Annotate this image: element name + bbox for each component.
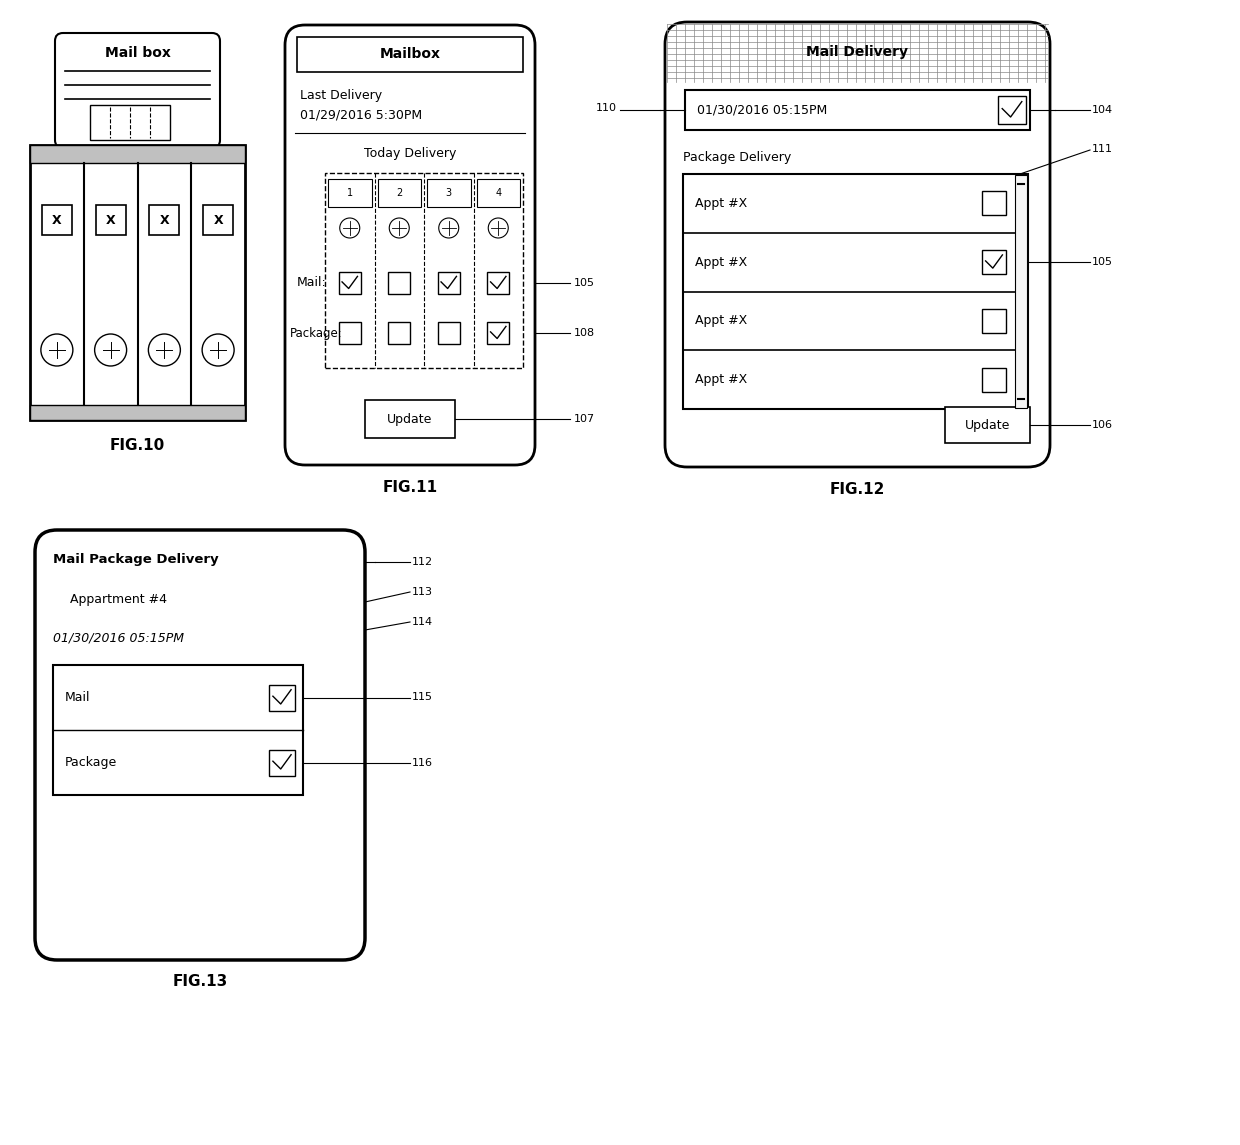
Bar <box>95 205 125 235</box>
Text: X: X <box>160 213 169 227</box>
Bar <box>487 322 510 343</box>
FancyBboxPatch shape <box>35 530 365 960</box>
Text: FIG.12: FIG.12 <box>830 482 885 497</box>
Bar <box>476 179 520 207</box>
Text: 112: 112 <box>412 556 433 567</box>
Text: 116: 116 <box>412 758 433 767</box>
Text: 111: 111 <box>1092 144 1114 153</box>
Bar <box>438 322 460 343</box>
Bar <box>998 96 1025 124</box>
Text: Package:: Package: <box>290 326 342 340</box>
Bar <box>945 406 1030 443</box>
Text: X: X <box>105 213 115 227</box>
Bar <box>42 205 72 235</box>
Bar <box>203 205 233 235</box>
Text: 3: 3 <box>445 188 451 198</box>
Bar <box>982 368 1006 392</box>
Bar <box>30 145 246 163</box>
Text: 01/30/2016 05:15PM: 01/30/2016 05:15PM <box>697 103 827 117</box>
Text: 104: 104 <box>1092 105 1114 115</box>
Text: FIG.13: FIG.13 <box>172 974 228 989</box>
Text: FIG.11: FIG.11 <box>382 480 438 495</box>
Text: Appt #X: Appt #X <box>694 197 748 210</box>
Text: Update: Update <box>965 419 1011 432</box>
Text: 108: 108 <box>574 327 595 338</box>
Text: X: X <box>213 213 223 227</box>
Text: 107: 107 <box>574 414 595 424</box>
Bar <box>149 205 180 235</box>
Bar <box>298 37 523 72</box>
Bar <box>91 105 170 140</box>
Bar <box>388 322 410 343</box>
Text: Mail box: Mail box <box>104 46 170 60</box>
Bar <box>982 250 1006 274</box>
Text: 105: 105 <box>1092 258 1114 267</box>
Text: Appt #X: Appt #X <box>694 373 748 386</box>
Bar <box>339 273 361 294</box>
Text: Last Delivery: Last Delivery <box>300 88 382 102</box>
Bar <box>30 405 246 420</box>
Bar <box>325 173 523 368</box>
Text: 4: 4 <box>495 188 501 198</box>
Bar <box>269 750 295 775</box>
Text: Update: Update <box>387 412 433 426</box>
Text: Package Delivery: Package Delivery <box>683 150 791 164</box>
Bar <box>1016 175 1027 408</box>
Bar <box>53 665 303 795</box>
Text: 105: 105 <box>574 278 595 289</box>
Text: Appartment #4: Appartment #4 <box>69 593 167 607</box>
Bar <box>982 309 1006 333</box>
Text: 110: 110 <box>596 103 618 113</box>
Text: 106: 106 <box>1092 420 1114 431</box>
Text: Mail: Mail <box>64 690 91 704</box>
Bar <box>365 400 455 439</box>
Bar <box>377 179 422 207</box>
Text: FIG.10: FIG.10 <box>110 437 165 452</box>
FancyBboxPatch shape <box>665 22 1050 467</box>
Text: 114: 114 <box>412 617 433 627</box>
Bar <box>982 191 1006 215</box>
Text: 113: 113 <box>412 587 433 597</box>
Text: 1: 1 <box>347 188 353 198</box>
Text: Mail:: Mail: <box>298 276 327 290</box>
FancyBboxPatch shape <box>285 25 534 465</box>
Text: 2: 2 <box>396 188 402 198</box>
Text: 115: 115 <box>412 693 433 703</box>
FancyBboxPatch shape <box>55 33 219 148</box>
Bar <box>30 145 246 420</box>
Text: 01/30/2016 05:15PM: 01/30/2016 05:15PM <box>53 632 184 645</box>
Text: Appt #X: Appt #X <box>694 315 748 327</box>
Bar <box>329 179 372 207</box>
Text: Mailbox: Mailbox <box>379 47 440 62</box>
Text: Mail Delivery: Mail Delivery <box>806 45 909 60</box>
Bar <box>269 685 295 711</box>
Text: 01/29/2016 5:30PM: 01/29/2016 5:30PM <box>300 109 422 121</box>
Text: X: X <box>52 213 62 227</box>
Text: Package: Package <box>64 756 118 769</box>
Text: Today Delivery: Today Delivery <box>363 147 456 159</box>
Text: Appt #X: Appt #X <box>694 255 748 269</box>
Bar <box>388 273 410 294</box>
Bar <box>438 273 460 294</box>
Bar <box>684 90 1030 131</box>
Text: Mail Package Delivery: Mail Package Delivery <box>53 553 218 567</box>
Bar <box>427 179 470 207</box>
Bar <box>487 273 510 294</box>
Bar <box>339 322 361 343</box>
Bar <box>683 174 1028 409</box>
